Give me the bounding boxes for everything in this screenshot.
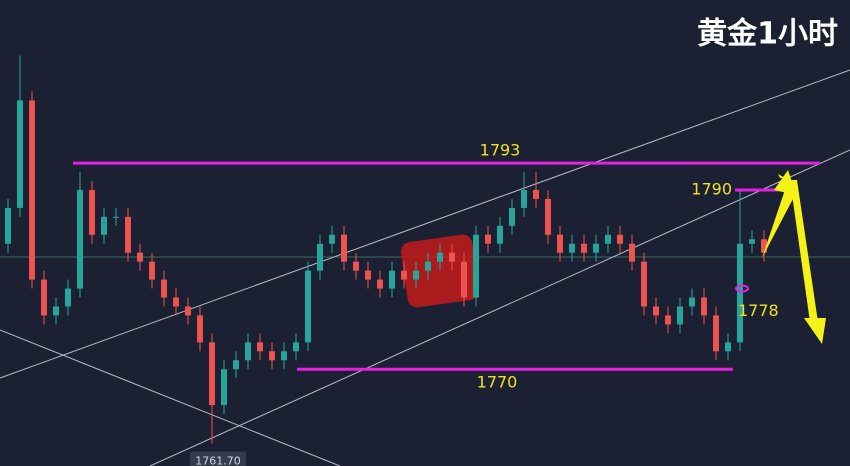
candle-body [425,261,431,271]
candle-body [641,261,647,307]
candle-body [365,270,371,280]
candle-body [545,198,551,235]
level-marker [735,284,749,293]
candle-body [377,279,383,289]
candle-body [761,239,767,253]
candle-body [749,239,755,244]
candle-body [557,234,563,253]
candle-body [725,342,731,352]
candle-body [509,207,515,226]
candle-body [5,207,11,244]
chart-title: 黄金1小时 [697,17,838,52]
candle-body [689,297,695,307]
candle-body [341,234,347,262]
candle-body [125,216,131,253]
candle-body [617,234,623,244]
candle-body [173,297,179,307]
candle-body [161,279,167,298]
candle-body [293,342,299,352]
candle-body [593,243,599,253]
candle-body [113,216,119,218]
candle-body [413,270,419,280]
candle-body [41,279,47,316]
candle-body [485,234,491,244]
candle-body [401,270,407,280]
candle-body [353,261,359,271]
candle-body [665,315,671,325]
candle-body [101,216,107,235]
up-arrow-head [774,170,796,195]
candle-body [305,270,311,343]
candle-body [233,360,239,370]
up-arrow [762,175,795,258]
candle-body [197,315,203,343]
candle-body [497,225,503,244]
candle-body [677,306,683,325]
candle-body [533,189,539,199]
levels: 1793 1770 1790 1778 1761.70 [73,141,820,466]
candle-body [281,351,287,361]
candle-body [629,243,635,262]
level-label: 1793 [480,141,521,160]
down-arrow-head [804,318,826,344]
level-label: 1770 [477,373,518,392]
channel-line [149,149,850,466]
candle-body [89,189,95,235]
down-arrow [790,180,818,322]
candle-body [317,243,323,271]
candle-body [137,252,143,262]
candle-body [521,189,527,208]
candle-body [389,270,395,289]
stamp [401,234,479,308]
candle-body [29,100,35,280]
candle-body [329,234,335,244]
candle-body [653,306,659,316]
candle-body [569,243,575,253]
candle-body [185,306,191,316]
low-label-box [190,451,246,466]
candle-body [149,261,155,280]
candle-body [17,100,23,208]
low-label: 1761.70 [195,455,241,466]
level-label: 1778 [738,301,779,320]
candle-body [245,342,251,361]
candle-body [65,288,71,307]
candle-body [437,252,443,262]
candle-body [581,243,587,253]
trend-line [0,329,341,466]
candle-body [605,234,611,244]
candle-body [461,261,467,298]
candle-body [701,297,707,316]
candle-body [221,369,227,406]
candle-body [737,243,743,343]
channel-line [0,69,850,379]
level-label: 1790 [691,179,732,198]
candle-body [209,342,215,406]
candle-body [257,342,263,352]
candle-body [449,252,455,262]
candle-body [713,315,719,352]
candle-body [53,306,59,316]
candle-body [473,234,479,298]
candle-body [77,189,83,289]
candle-body [269,351,275,361]
candles [5,55,767,444]
